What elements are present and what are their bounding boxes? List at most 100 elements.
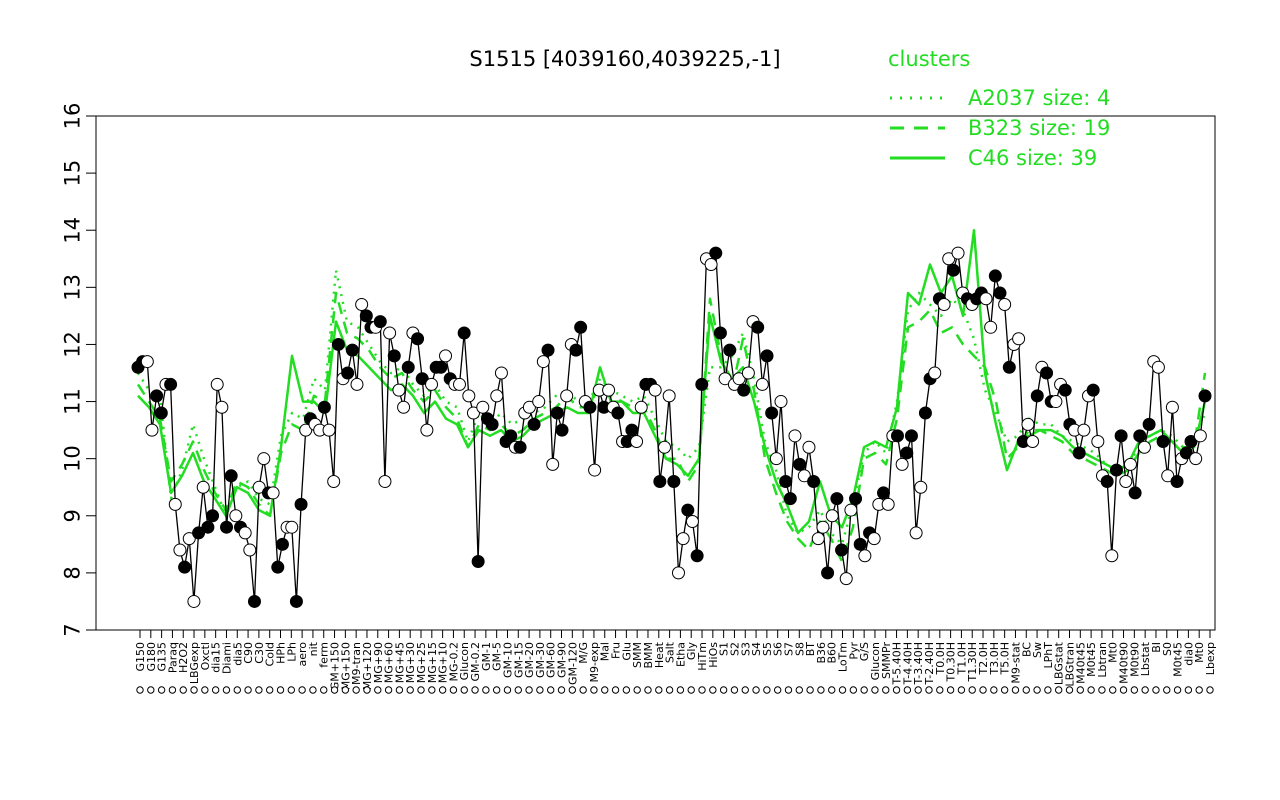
data-point [196,480,210,494]
data-point [299,423,313,437]
x-tick-label: GM-5 [491,642,504,671]
rug-mark [946,686,955,694]
data-point [1184,435,1198,449]
data-point [331,337,345,351]
data-point [192,526,206,540]
x-tick-label: Lbtran [1096,642,1109,678]
x-tick-label: C30 [253,642,266,664]
data-point [793,457,807,471]
x-tick-label: MG-0.2 [447,642,460,681]
rug-mark [287,686,296,694]
data-point [1119,475,1133,489]
data-point [1086,383,1100,397]
rug-mark [525,686,533,694]
data-point [252,480,266,494]
rug-mark [773,686,782,694]
rug-mark [1033,686,1041,694]
x-tick-label: MG+90 [372,642,385,683]
data-point [243,543,257,557]
data-point [783,492,797,506]
y-tick-label: 7 [60,623,84,636]
x-tick-label: HPh [275,642,288,664]
data-point [951,246,965,260]
data-point [890,429,904,443]
rug-mark [233,686,241,694]
x-tick-label: LPhT [1042,642,1055,669]
rug-mark [136,686,144,694]
data-point [867,532,881,546]
data-point [658,440,672,454]
data-point [741,366,755,380]
x-tick-label: Paraq [166,642,179,673]
x-tick-label: Oxctl [199,642,212,670]
x-tick-label: T-3.40H [912,642,925,685]
x-tick-label: GM-60 [545,642,558,678]
data-point [220,520,234,534]
data-point [247,594,261,608]
data-point [504,429,518,443]
data-point [345,343,359,357]
rug-mark [557,686,566,694]
data-point [993,286,1007,300]
rug-mark [363,686,371,694]
legend-entry: C46 size: 39 [968,146,1097,170]
data-point [709,246,723,260]
rug-mark [482,686,490,694]
data-point [713,326,727,340]
rug-mark [320,686,328,694]
x-tick-label: T0.0H [934,642,947,675]
data-point [322,423,336,437]
data-point [839,572,853,586]
cluster-line-dashed [136,291,1207,563]
rug-mark [449,686,458,694]
rug-mark [179,686,187,694]
rug-mark [914,686,922,694]
rug-mark [1054,686,1063,694]
data-point [206,509,220,523]
rug-mark [806,686,814,694]
rug-mark [871,686,879,694]
data-point [928,366,942,380]
data-point [979,292,993,306]
data-point [830,492,844,506]
data-point [383,326,397,340]
x-tick-label: Salt [664,641,677,663]
data-point [681,503,695,517]
x-axis: G150G180G135ParaqH2O2LBGexpOxctldia15Dia… [134,630,1217,694]
x-tick-label: Fru [610,642,623,659]
data-point [224,469,238,483]
rug-mark [849,686,858,694]
x-tick-label: T5.0H [999,642,1012,675]
data-point [611,406,625,420]
data-point [667,475,681,489]
rug-mark [1022,686,1030,694]
x-tick-label: Glucon [458,642,471,680]
rug-mark [1184,686,1193,694]
rug-mark [1141,686,1149,694]
x-tick-label: LoTm [837,642,850,672]
x-tick-label: S3 [739,642,752,656]
x-tick-label: T-5.40H [891,642,904,685]
data-point [550,406,564,420]
x-tick-label: MG+45 [393,642,406,683]
x-tick-label: M40t90 [1118,642,1131,684]
data-point [215,400,229,414]
rug-mark [957,686,966,694]
data-point [690,549,704,563]
x-tick-label: Cold [264,642,277,666]
x-tick-label: SMMPr [880,642,893,679]
x-tick-label: Pyr [847,642,860,660]
x-tick-label: GM-0.2 [469,642,482,681]
x-tick-label: dia0 [1182,642,1195,666]
data-points [131,246,1212,608]
rug-mark [676,686,685,694]
data-point [811,532,825,546]
rug-mark [265,686,274,694]
rug-mark [741,686,749,694]
data-point [662,389,676,403]
data-point [546,457,560,471]
data-point [238,526,252,540]
rug-mark [384,686,393,694]
data-point [760,349,774,363]
data-point [914,480,928,494]
